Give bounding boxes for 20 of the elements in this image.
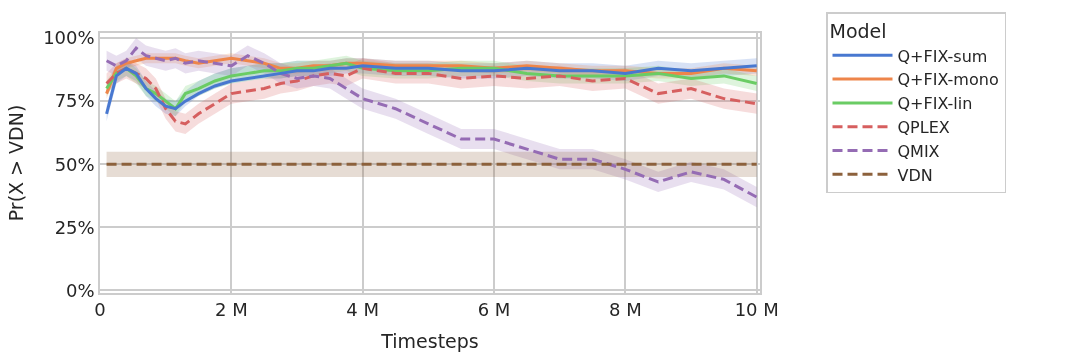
x-axis-title: Timesteps <box>380 329 479 352</box>
legend-label: VDN <box>897 165 933 185</box>
legend-label: Q+FIX-lin <box>897 94 973 114</box>
x-tick-label: 2 M <box>214 299 248 321</box>
legend-label: Q+FIX-sum <box>897 46 988 66</box>
y-tick-label: 50% <box>54 153 95 175</box>
y-tick-label: 25% <box>54 216 95 238</box>
y-axis-title: Pr(X > VDN) <box>4 104 27 222</box>
x-tick-label: 4 M <box>346 299 380 321</box>
y-tick-label: 100% <box>43 27 95 49</box>
x-tick-label: 8 M <box>609 299 642 321</box>
x-tick-label: 0 <box>94 299 106 321</box>
y-tick-label: 0% <box>66 279 95 301</box>
legend-label: Q+FIX-mono <box>897 70 999 90</box>
legend-label: QMIX <box>897 141 940 161</box>
legend-label: QPLEX <box>897 117 950 137</box>
y-tick-label: 75% <box>54 90 95 112</box>
x-tick-label: 6 M <box>477 299 511 321</box>
legend-title: Model <box>829 20 887 43</box>
x-tick-label: 10 M <box>734 299 779 321</box>
